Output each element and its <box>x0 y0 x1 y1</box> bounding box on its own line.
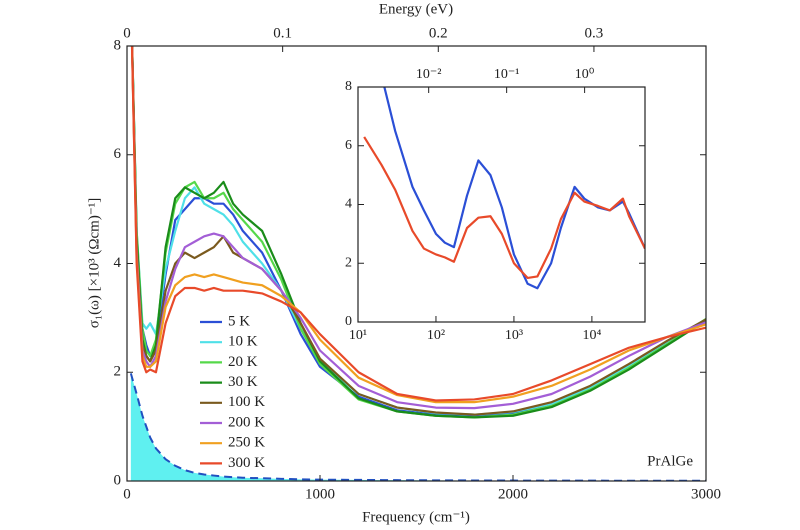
x-tick-label: 10¹ <box>349 328 367 343</box>
top-tick-label: 10⁰ <box>575 67 595 82</box>
top-tick-label: 0 <box>123 25 131 41</box>
legend-label: 100 K <box>228 394 265 410</box>
y-tick-label: 2 <box>345 255 352 270</box>
legend-label: 20 K <box>228 354 258 370</box>
y-tick-label: 2 <box>114 364 122 380</box>
legend-label: 300 K <box>228 455 265 471</box>
inset-chart: 10¹ 10² 10³ 10⁴ 10⁻² 10⁻¹ 10⁰ 0 2 4 6 8 <box>345 67 646 343</box>
y-tick-label: 8 <box>345 79 352 94</box>
top-tick-label: 0.1 <box>273 25 292 41</box>
x-tick-label: 3000 <box>691 486 721 502</box>
x-tick-label: 10⁴ <box>582 328 601 343</box>
x-tick-label: 10³ <box>505 328 523 343</box>
top-tick-label: 10⁻¹ <box>494 67 520 82</box>
series-line <box>131 46 706 419</box>
legend-label: 200 K <box>228 414 265 430</box>
y-axis-label: σ₁(ω) [×10³ (Ωcm)⁻¹] <box>86 198 102 329</box>
legend-label: 30 K <box>228 374 258 390</box>
x-axis-label: Frequency (cm⁻¹) <box>362 509 470 525</box>
y-tick-label: 6 <box>345 138 352 153</box>
x-tick-label: 1000 <box>305 486 335 502</box>
legend-label: 10 K <box>228 334 258 350</box>
series-line <box>363 136 645 280</box>
y-tick-label: 6 <box>114 146 122 162</box>
y-tick-label: 4 <box>114 255 122 271</box>
y-tick-label: 4 <box>345 197 352 212</box>
series-line <box>130 46 706 410</box>
legend-label: 5 K <box>228 313 250 329</box>
series-line <box>130 46 706 404</box>
x-tick-label: 10² <box>427 328 445 343</box>
y-tick-label: 0 <box>345 314 352 329</box>
top-tick-label: 0.2 <box>429 25 448 41</box>
sample-annotation: PrAlGe <box>647 453 693 469</box>
legend-label: 250 K <box>228 435 265 451</box>
top-tick-label: 0.3 <box>585 25 604 41</box>
series-line <box>130 46 706 402</box>
x-tick-label: 2000 <box>498 486 528 502</box>
x-tick-label: 0 <box>123 486 131 502</box>
y-tick-label: 0 <box>114 472 122 488</box>
y-tick-label: 8 <box>114 37 122 53</box>
top-axis-label: Energy (eV) <box>379 1 453 17</box>
top-tick-label: 10⁻² <box>416 67 442 82</box>
